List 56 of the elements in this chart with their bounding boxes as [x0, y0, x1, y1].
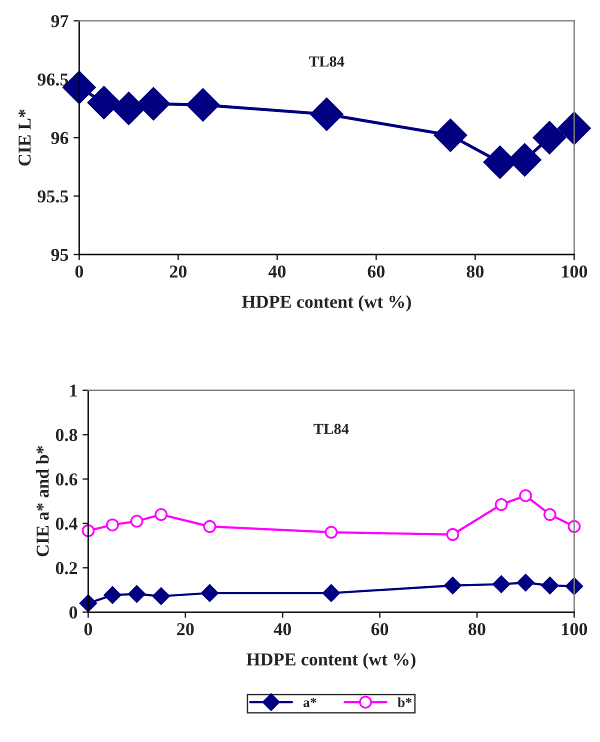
annotation: TL84 [309, 56, 344, 67]
x-tick-label: 40 [274, 623, 291, 636]
point [444, 576, 462, 594]
point [532, 121, 566, 154]
x-tick-label: 100 [562, 623, 588, 636]
point [492, 575, 510, 593]
y-tick-label: 96 [51, 132, 68, 144]
point [446, 528, 460, 541]
annotation: TL84 [314, 424, 349, 434]
point [519, 489, 532, 502]
y-tick-label: 97 [51, 15, 68, 28]
point [112, 92, 146, 126]
y-axis-title: CIE L* [18, 110, 31, 166]
point [310, 98, 344, 131]
point [516, 574, 534, 592]
x-tick-label: 40 [268, 265, 286, 278]
y-tick-label: 0.4 [56, 518, 78, 530]
x-axis-title: HDPE content (wt %) [246, 652, 416, 670]
point [558, 112, 591, 145]
y-tick-label: 0 [69, 606, 78, 619]
point [106, 518, 119, 532]
point [104, 586, 122, 604]
y-tick-label: 0.2 [56, 562, 78, 574]
x-tick-label: 80 [466, 265, 484, 278]
y-tick-label: 1 [70, 384, 77, 397]
point [324, 526, 338, 539]
point [130, 514, 144, 528]
point [200, 584, 218, 602]
legend-label: a* [303, 698, 316, 708]
legend-label: b* [398, 697, 412, 708]
y-tick-label: 0.6 [56, 473, 78, 486]
point [152, 587, 170, 605]
y-tick-label: 95 [51, 248, 68, 261]
y-axis-title: CIE a* and b* [36, 446, 49, 556]
y-tick-label: 96.5 [38, 74, 68, 86]
point [186, 88, 220, 122]
x-tick-label: 20 [177, 623, 194, 636]
x-tick-label: 20 [170, 265, 187, 278]
point [541, 576, 559, 594]
x-tick-label: 80 [468, 623, 486, 636]
point [136, 87, 170, 120]
x-tick-label: 60 [371, 623, 388, 636]
y-tick-label: 0.8 [56, 428, 78, 442]
point [434, 118, 468, 152]
point [494, 498, 508, 512]
y-tick-label: 95.5 [38, 190, 68, 203]
x-axis-title: HDPE content (wt %) [242, 295, 411, 312]
point [128, 585, 146, 603]
point [87, 86, 121, 120]
point [154, 508, 168, 521]
x-tick-label: 60 [368, 265, 385, 278]
point [203, 520, 216, 533]
point [543, 508, 556, 521]
point [322, 584, 340, 602]
x-tick-label: 0 [84, 623, 92, 636]
x-tick-label: 100 [562, 265, 588, 278]
